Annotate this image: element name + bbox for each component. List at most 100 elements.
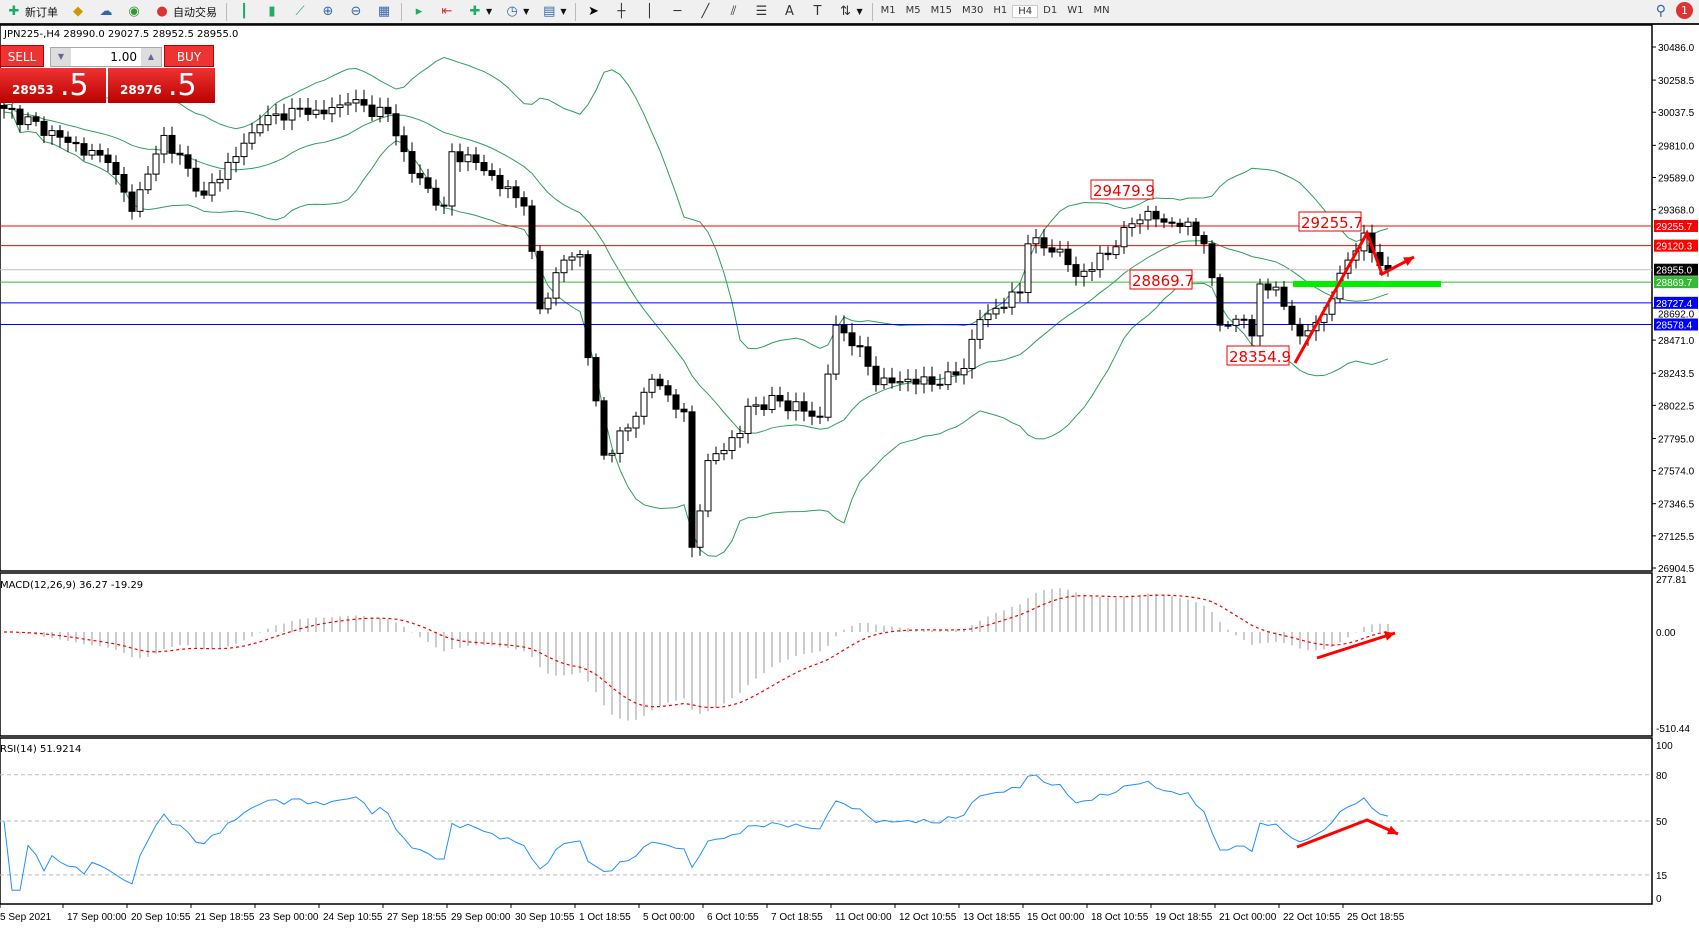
price-annotation-box[interactable] (1226, 345, 1290, 366)
arrows-button[interactable]: ⇅ ▼ (831, 1, 868, 23)
channel-button[interactable]: ⫽ (719, 1, 747, 23)
navigator-icon: ☁ (99, 3, 113, 19)
candle (168, 134, 176, 154)
templates-button[interactable]: ▤ ▼ (535, 1, 572, 23)
trendline-icon: ╱ (701, 3, 710, 19)
sell-button[interactable]: SELL (0, 45, 44, 67)
lot-decrease-button[interactable]: ▼ (51, 48, 71, 66)
indicators-button[interactable]: ✚ ▼ (461, 1, 498, 23)
chart-shift-button[interactable]: ⇤ (433, 1, 461, 23)
horizontal-line-button[interactable]: ─ (663, 1, 691, 23)
price-axis-label: 27125.5 (1658, 532, 1695, 543)
line-chart-icon: ⟋ (295, 3, 305, 19)
candle (920, 376, 928, 385)
candle (136, 189, 144, 212)
macd-label: MACD(12,26,9) 36.27 -19.29 (0, 580, 143, 591)
toolbar-signals[interactable]: ◉ (120, 1, 148, 23)
candle (64, 136, 72, 143)
timeframe-m30[interactable]: M30 (961, 5, 984, 16)
price-trend-arrow[interactable] (1293, 229, 1415, 364)
timeframe-mn[interactable]: MN (1093, 5, 1110, 16)
candle (984, 313, 992, 321)
line-chart-button[interactable]: ⟋ (286, 1, 314, 23)
candle (360, 99, 368, 106)
tile-windows-button[interactable]: ▦ (370, 1, 398, 23)
macd-axis-label: 0.00 (1656, 628, 1676, 639)
candle (120, 174, 128, 193)
auto-scroll-button[interactable]: ▸ (405, 1, 433, 23)
pane-frame (0, 24, 1653, 572)
time-axis-label: 20 Sep 10:55 (131, 912, 191, 923)
price-annotation-box[interactable] (1298, 211, 1362, 232)
crosshair-button[interactable]: ┼ (607, 1, 635, 23)
timeframe-m15[interactable]: M15 (930, 5, 952, 16)
toolbar-market-watch[interactable]: ◆ (64, 1, 92, 23)
price-annotation-box[interactable] (1129, 269, 1193, 290)
time-axis-label: 17 Sep 00:00 (67, 912, 127, 923)
candle-chart-button[interactable]: ▮ (258, 1, 286, 23)
text-label-button[interactable]: T (803, 1, 831, 23)
timeframe-d1[interactable]: D1 (1043, 5, 1058, 16)
zoom-out-button[interactable]: ⊖ (342, 1, 370, 23)
search-icon[interactable]: ⚲ (1655, 2, 1666, 19)
candle (912, 378, 920, 385)
bar-chart-button[interactable]: ┃ (230, 1, 258, 23)
candle (960, 367, 968, 376)
zoom-out-icon: ⊖ (350, 3, 362, 19)
divider (871, 2, 873, 21)
time-axis-label: 24 Sep 10:55 (323, 912, 383, 923)
timeframe-h1[interactable]: H1 (993, 5, 1008, 16)
rsi-trend-arrow[interactable] (1296, 818, 1399, 849)
candle (128, 191, 136, 212)
candle (840, 324, 848, 334)
candle (736, 433, 744, 439)
timeframe-m5[interactable]: M5 (905, 5, 921, 16)
sell-price[interactable]: 28953.5 (0, 68, 106, 103)
lot-size-input[interactable]: ▼ 1.00 ▲ (50, 47, 162, 67)
candle (48, 130, 56, 136)
price-axis-label: 28022.5 (1658, 401, 1695, 412)
price-annotation-box[interactable] (1090, 179, 1154, 200)
right-tools: ⚲ 1 (1656, 2, 1693, 19)
lot-increase-button[interactable]: ▲ (141, 48, 161, 66)
dropdown-arrow-icon: ▼ (523, 7, 530, 16)
trendline-button[interactable]: ╱ (691, 1, 719, 23)
timeframe-m1[interactable]: M1 (880, 5, 896, 16)
price-line-label: 29255.7 (1656, 222, 1693, 233)
periods-button[interactable]: ◷ ▼ (498, 1, 535, 23)
vertical-line-button[interactable]: │ (635, 1, 663, 23)
price-line-label: 28955.0 (1656, 266, 1693, 277)
macd-trend-arrow[interactable] (1316, 631, 1396, 660)
toolbar-navigator[interactable]: ☁ (92, 1, 120, 23)
equidistant-channel-icon: ⫽ (730, 3, 737, 19)
cursor-button[interactable]: ➤ (579, 1, 607, 23)
notification-badge[interactable]: 1 (1676, 2, 1693, 19)
toolbar-autotrading[interactable]: ● 自动交易 (148, 1, 223, 23)
text-button[interactable]: A (775, 1, 803, 23)
time-axis-label: 13 Oct 18:55 (963, 912, 1021, 923)
price-axis-label: 28692.0 (1658, 310, 1695, 321)
toolbar-new-order[interactable]: ✚ 新订单 (0, 1, 64, 23)
support-zone[interactable] (1293, 281, 1441, 287)
candle (1240, 318, 1248, 321)
price-axis-label: 29810.0 (1658, 141, 1695, 152)
candle (632, 415, 640, 429)
new-order-icon: ✚ (8, 3, 20, 19)
templates-icon: ▤ (543, 3, 556, 19)
candle (408, 151, 416, 174)
candle (792, 401, 800, 412)
zoom-in-button[interactable]: ⊕ (314, 1, 342, 23)
candle (760, 404, 768, 410)
candle (328, 106, 336, 115)
buy-price[interactable]: 28976.5 (108, 68, 215, 103)
timeframe-h4[interactable]: H4 (1012, 5, 1039, 18)
buy-button[interactable]: BUY (164, 45, 214, 67)
fibonacci-button[interactable]: ☰ (747, 1, 775, 23)
candle (1104, 252, 1112, 256)
price-axis-label: 28471.0 (1658, 336, 1695, 347)
timeframe-w1[interactable]: W1 (1067, 5, 1084, 16)
candle (744, 405, 752, 435)
candle (96, 149, 104, 156)
candle (688, 411, 696, 548)
